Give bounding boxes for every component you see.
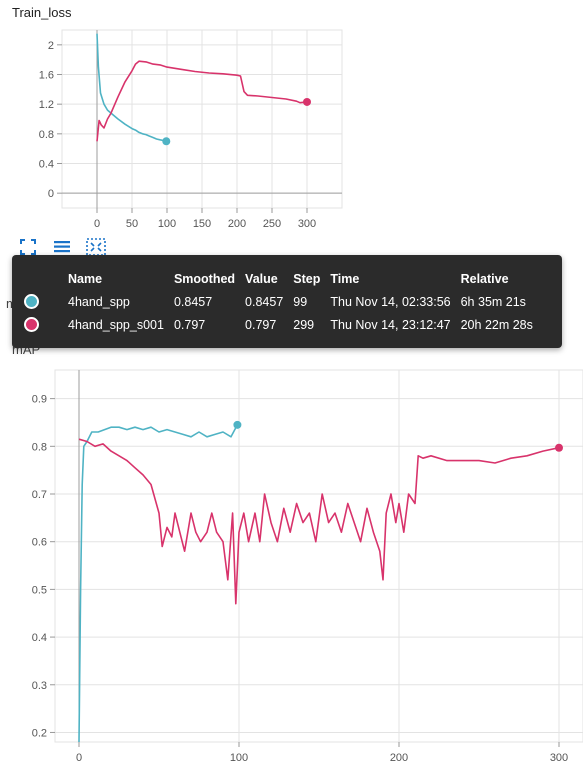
y-tick-label: 0.5	[32, 584, 47, 596]
x-tick-label: 0	[76, 752, 82, 764]
tooltip-header-time: Time	[330, 272, 360, 286]
tooltip-table: Name Smoothed Value Step Time Relative 4…	[24, 272, 543, 340]
tooltip-header-swatch	[24, 272, 68, 294]
data-table-icon	[54, 241, 70, 253]
tooltip-name: 4hand_spp_s001	[68, 317, 164, 332]
tooltip-swatch	[24, 317, 68, 340]
series-line-4hand_spp	[96, 33, 167, 143]
y-tick-label: 1.6	[39, 70, 54, 82]
series-color-dot	[24, 294, 39, 310]
tooltip-header-name: Name	[68, 272, 103, 286]
series-line-4hand_spp_s001	[96, 60, 308, 142]
tooltip-header-smoothed: Smoothed	[173, 272, 236, 286]
series-color-dot	[24, 317, 39, 333]
tooltip-row: 4hand_spp_s001 0.797 0.797 299 Thu Nov 1…	[24, 317, 543, 340]
hidden-chart-title-fragment: m	[6, 296, 17, 311]
tooltip-step: 299	[293, 317, 315, 332]
tooltip-name: 4hand_spp	[68, 294, 130, 309]
series-endpoint-4hand_spp_s001	[303, 97, 311, 106]
series-line-4hand_spp	[78, 424, 239, 743]
map-series	[78, 420, 563, 743]
y-tick-label: 0.8	[39, 129, 54, 141]
series-endpoint-4hand_spp	[162, 137, 171, 146]
tooltip-smoothed: 0.8457	[173, 294, 213, 309]
y-tick-label: 0.4	[39, 159, 54, 171]
plot-frame	[54, 369, 583, 743]
tooltip-relative: 20h 22m 28s	[460, 317, 533, 332]
x-tick-label: 100	[230, 752, 248, 764]
train-loss-grid	[57, 29, 343, 213]
x-tick-label: 100	[158, 218, 176, 230]
tooltip-smoothed: 0.797	[173, 317, 206, 332]
x-tick-label: 50	[126, 218, 138, 230]
train-loss-series	[96, 33, 311, 146]
y-tick-label: 1.2	[39, 99, 54, 111]
y-tick-label: 0.9	[32, 394, 47, 406]
tooltip-header-row: Name Smoothed Value Step Time Relative	[24, 272, 543, 294]
train-loss-ticks: 0 0.4 0.8 1.2 1.6 2 0 50 100 150 200 250 300	[39, 40, 316, 230]
x-tick-label: 200	[228, 218, 246, 230]
tooltip-step: 99	[293, 294, 308, 309]
y-tick-label: 0	[48, 188, 54, 200]
y-tick-label: 0.3	[32, 680, 47, 692]
tooltip-time: Thu Nov 14, 23:12:47	[330, 317, 451, 332]
series-line-4hand_spp_s001	[78, 438, 560, 605]
x-tick-label: 250	[263, 218, 281, 230]
tooltip-header-relative: Relative	[460, 272, 509, 286]
map-grid	[50, 369, 583, 747]
map-chart[interactable]: 0.2 0.3 0.4 0.5 0.6 0.7 0.8 0.9 0 100 200 300	[0, 354, 583, 769]
x-tick-label: 300	[550, 752, 568, 764]
y-tick-label: 0.7	[32, 489, 47, 501]
x-tick-label: 300	[298, 218, 316, 230]
fit-domain-icon	[86, 238, 106, 256]
tooltip-header-step: Step	[293, 272, 321, 286]
map-ticks: 0.2 0.3 0.4 0.5 0.6 0.7 0.8 0.9 0 100 200 300	[32, 394, 568, 764]
y-tick-label: 0.8	[32, 441, 47, 453]
tooltip-relative: 6h 35m 21s	[460, 294, 526, 309]
tooltip-swatch	[24, 294, 68, 317]
x-tick-label: 0	[94, 218, 100, 230]
y-tick-label: 0.6	[32, 537, 47, 549]
x-tick-label: 150	[193, 218, 211, 230]
x-tick-label: 200	[390, 752, 408, 764]
hover-tooltip: Name Smoothed Value Step Time Relative 4…	[12, 255, 562, 348]
data-table-button[interactable]	[52, 238, 72, 256]
y-tick-label: 0.2	[32, 727, 47, 739]
chart-toolbar	[18, 238, 106, 256]
fit-domain-button[interactable]	[86, 238, 106, 256]
series-endpoint-4hand_spp	[233, 420, 242, 429]
fullscreen-button[interactable]	[18, 238, 38, 256]
tooltip-value: 0.8457	[245, 294, 284, 309]
chart-title-train-loss: Train_loss	[12, 5, 72, 20]
y-tick-label: 0.4	[32, 632, 47, 644]
tooltip-row: 4hand_spp 0.8457 0.8457 99 Thu Nov 14, 0…	[24, 294, 543, 317]
tooltip-value: 0.797	[245, 317, 277, 332]
tooltip-header-value: Value	[245, 272, 278, 286]
tooltip-time: Thu Nov 14, 02:33:56	[330, 294, 451, 309]
series-endpoint-4hand_spp_s001	[555, 443, 563, 452]
train-loss-chart[interactable]: 0 0.4 0.8 1.2 1.6 2 0 50 100 150 200 250 300	[0, 0, 360, 230]
y-tick-label: 2	[48, 40, 54, 52]
fullscreen-icon	[20, 239, 36, 255]
